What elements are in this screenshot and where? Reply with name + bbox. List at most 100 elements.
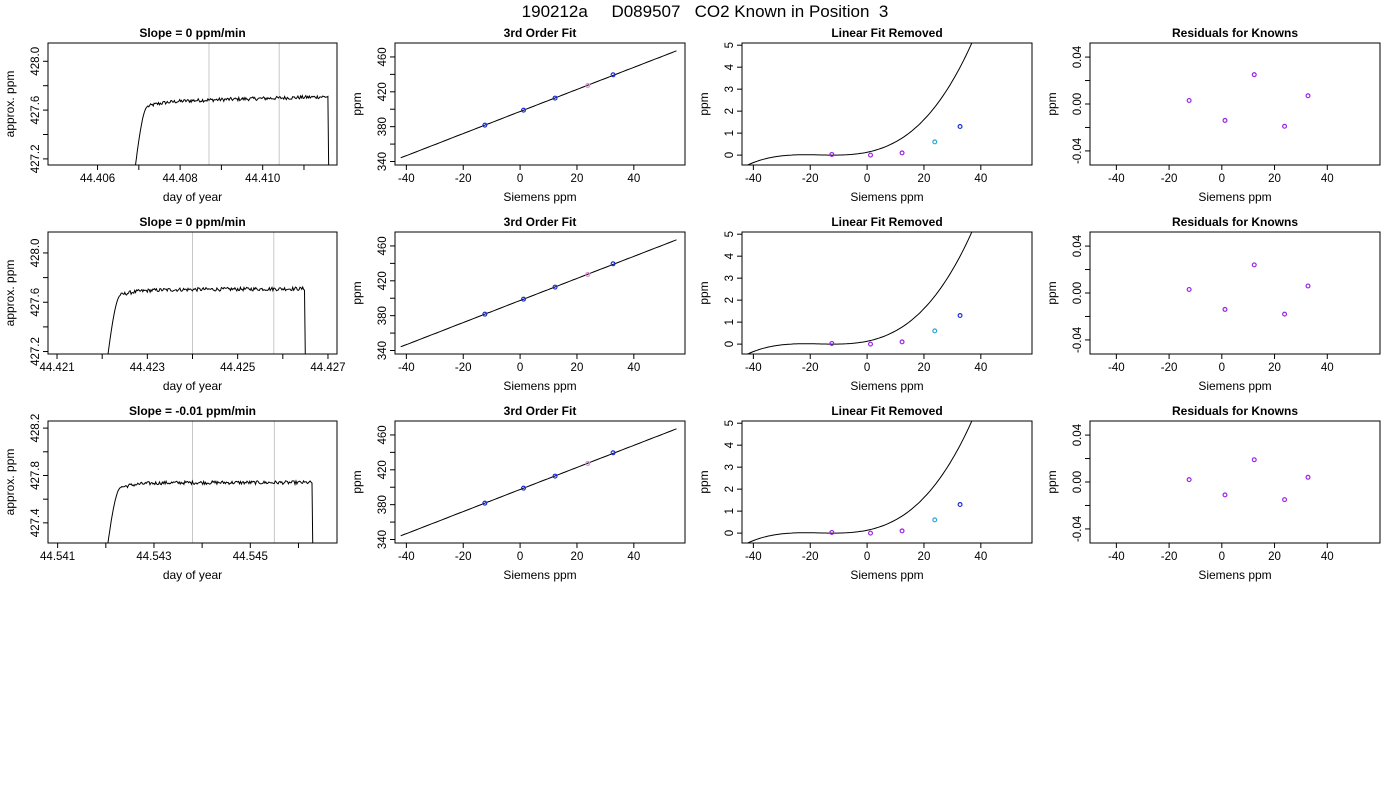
y-tick-label: 460 <box>377 236 389 255</box>
x-tick-label: 20 <box>1268 173 1281 185</box>
y-axis-label: ppm <box>1045 470 1059 493</box>
panel-frame <box>394 42 686 166</box>
y-axis-label: approx. ppm <box>3 449 17 516</box>
data-point <box>552 473 558 479</box>
x-tick-label: 20 <box>1268 362 1281 374</box>
data-point <box>957 502 963 508</box>
x-tick-label: -20 <box>455 551 472 563</box>
data-point <box>610 261 616 267</box>
x-tick-label: 44.406 <box>80 173 115 185</box>
x-axis-label: Siemens ppm <box>1198 190 1271 204</box>
data-point <box>482 311 488 317</box>
plot-area <box>107 232 306 354</box>
panel-2-1: 3rd Order Fit -40 -20 0 20 40 340 380 420 460 Siem… <box>350 404 686 582</box>
x-tick-label: -40 <box>745 362 762 374</box>
y-tick-label: -0.04 <box>1072 326 1084 353</box>
plot-area <box>107 421 314 543</box>
x-tick-label: 40 <box>974 173 987 185</box>
x-axis-label: Siemens ppm <box>503 568 576 582</box>
y-tick-label: 380 <box>377 495 389 514</box>
y-tick-label: 340 <box>377 152 389 171</box>
data-point <box>868 530 874 536</box>
data-point <box>899 339 905 345</box>
panel-title: Linear Fit Removed <box>831 215 942 229</box>
panel-title: Residuals for Knowns <box>1172 26 1298 40</box>
x-tick-label: 44.421 <box>39 362 74 374</box>
y-tick-label: 428.2 <box>30 414 42 443</box>
x-tick-label: 44.408 <box>163 173 198 185</box>
y-tick-label: 5 <box>724 420 736 426</box>
data-point <box>552 95 558 101</box>
plot-area <box>400 239 677 348</box>
data-point <box>829 529 835 535</box>
plot-area <box>400 428 677 537</box>
y-tick-label: 0.00 <box>1072 93 1084 115</box>
y-tick-label: 0 <box>724 530 736 536</box>
y-tick-label: 460 <box>377 425 389 444</box>
x-tick-label: 0 <box>1219 551 1225 563</box>
plot-area <box>1186 72 1311 129</box>
x-tick-label: 44.427 <box>310 362 345 374</box>
plot-area <box>747 232 973 354</box>
y-axis-label: ppm <box>697 470 711 493</box>
x-tick-label: 20 <box>1268 551 1281 563</box>
x-axis-label: Siemens ppm <box>503 379 576 393</box>
y-tick-label: 427.2 <box>30 145 42 174</box>
data-point <box>1282 311 1288 317</box>
y-tick-label: 427.8 <box>30 461 42 490</box>
y-tick-label: 1 <box>724 130 736 136</box>
data-point <box>1186 286 1192 292</box>
x-tick-label: -40 <box>1108 551 1125 563</box>
x-tick-label: 44.541 <box>40 551 75 563</box>
y-tick-label: 0.00 <box>1072 471 1084 493</box>
data-point <box>899 150 905 156</box>
data-point <box>552 284 558 290</box>
y-tick-label: 428.0 <box>30 47 42 76</box>
panel-title: 3rd Order Fit <box>504 215 577 229</box>
data-point <box>1222 492 1228 498</box>
y-tick-label: 0.00 <box>1072 282 1084 304</box>
y-axis-label: ppm <box>350 281 364 304</box>
x-tick-label: 44.543 <box>136 551 171 563</box>
y-tick-label: 427.4 <box>30 508 42 537</box>
y-tick-label: 0 <box>724 341 736 347</box>
data-point <box>868 341 874 347</box>
panel-title: Residuals for Knowns <box>1172 404 1298 418</box>
panel-title: Residuals for Knowns <box>1172 215 1298 229</box>
x-tick-label: -40 <box>745 551 762 563</box>
panel-title: 3rd Order Fit <box>504 404 577 418</box>
figure-title: 190212a D089507 CO2 Known in Position 3 <box>522 2 889 21</box>
y-axis-label: ppm <box>697 92 711 115</box>
panel-0-2: Linear Fit Removed -40 -20 0 20 40 0 1 2 3 4 5 Sieme… <box>697 26 1033 204</box>
fit-curve <box>747 43 973 165</box>
y-tick-label: 5 <box>724 231 736 237</box>
x-tick-label: 0 <box>517 362 523 374</box>
panel-0-0: Slope = 0 ppm/min 44.406 44.408 44.410 427.2… <box>3 26 338 204</box>
data-point <box>1251 457 1257 463</box>
panel-1-3: Residuals for Knowns -40 -20 0 20 40 -0.04 0.00… <box>1045 215 1381 393</box>
y-axis-label: ppm <box>1045 281 1059 304</box>
data-point <box>1251 72 1257 78</box>
panel-frame <box>47 231 338 355</box>
x-tick-label: -20 <box>1161 551 1178 563</box>
x-tick-label: 40 <box>627 551 640 563</box>
x-axis-label: Siemens ppm <box>850 568 923 582</box>
x-tick-label: -40 <box>398 173 415 185</box>
x-tick-label: -40 <box>745 173 762 185</box>
data-point <box>1222 117 1228 123</box>
panel-title: 3rd Order Fit <box>504 26 577 40</box>
y-tick-label: 2 <box>724 108 736 114</box>
y-tick-label: 340 <box>377 341 389 360</box>
x-tick-label: 44.425 <box>220 362 255 374</box>
x-tick-label: -20 <box>455 362 472 374</box>
x-tick-label: -20 <box>1161 362 1178 374</box>
x-tick-label: 40 <box>1321 362 1334 374</box>
y-axis-label: approx. ppm <box>3 260 17 327</box>
x-axis-label: day of year <box>163 190 222 204</box>
panel-1-0: Slope = 0 ppm/min 44.421 44.423 44.425 44.42… <box>3 215 346 393</box>
plot-area <box>747 421 973 543</box>
panel-frame <box>394 231 686 355</box>
y-tick-label: 420 <box>377 271 389 290</box>
x-tick-label: 44.410 <box>245 173 280 185</box>
